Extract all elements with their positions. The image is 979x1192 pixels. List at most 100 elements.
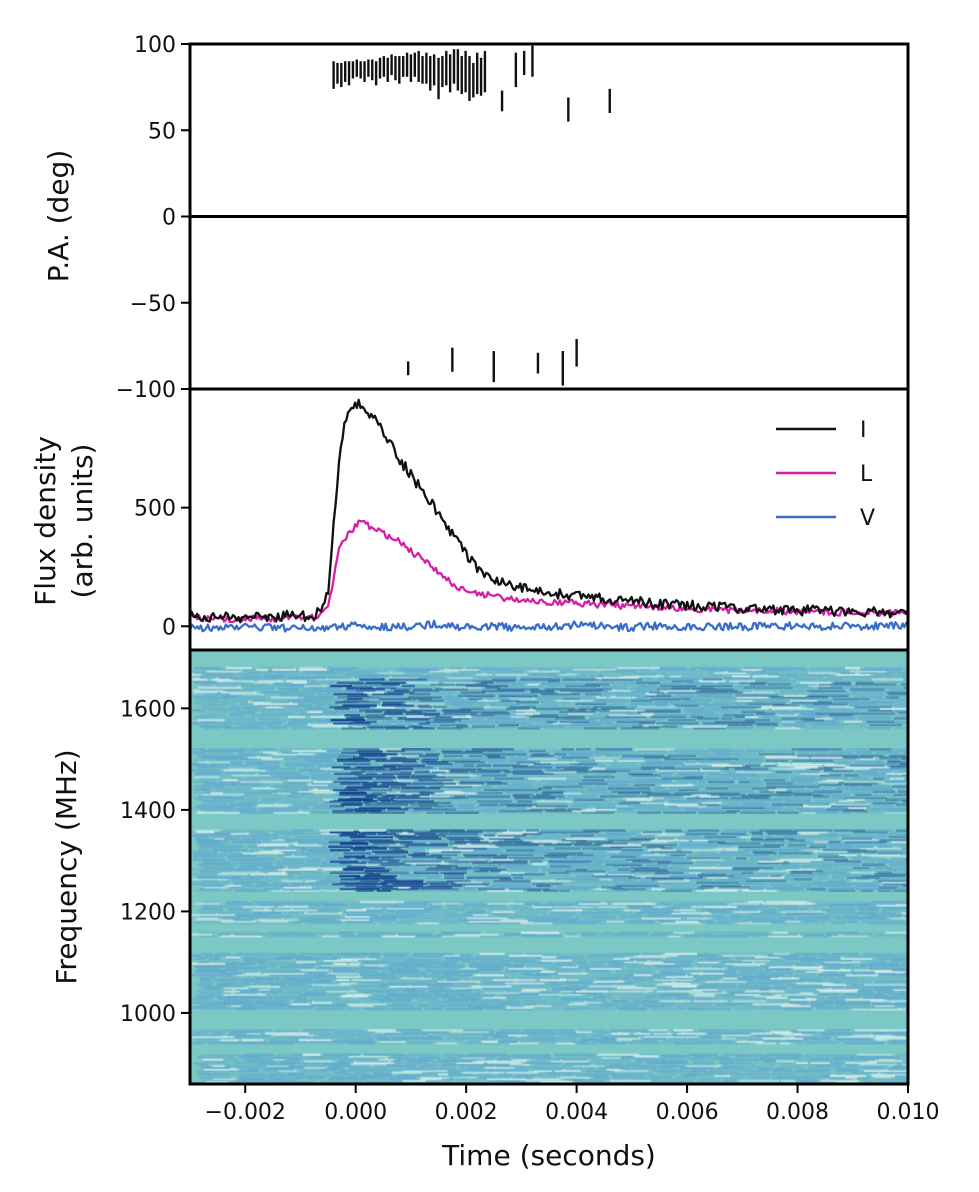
spectrum-cell [542, 759, 575, 762]
spectrum-cell [516, 720, 545, 723]
spectrum-cell [566, 933, 577, 936]
spectrum-cell [781, 717, 815, 720]
spectrum-cell [359, 981, 386, 985]
spectrum-cell [376, 871, 409, 874]
spectrum-cell [206, 670, 242, 673]
spectrum-cell [516, 1074, 548, 1078]
spectrum-cell [299, 975, 336, 978]
spectrum-cell [676, 778, 697, 782]
spectrum-cell [673, 1029, 693, 1032]
spectrum-cell [495, 874, 517, 878]
spectrum-cell [454, 761, 486, 764]
spectrum-cell [862, 977, 904, 980]
spectrum-cell [766, 785, 806, 788]
spectrum-cell [634, 873, 650, 876]
spectrum-cell [418, 877, 432, 881]
spectrum-cell [849, 707, 879, 710]
spectrum-cell [444, 855, 462, 858]
spectrum-cell [413, 808, 457, 811]
spectrum-cell [573, 889, 612, 892]
spectrum-cell [425, 752, 441, 756]
spectrum-cell [556, 842, 592, 845]
spectrum-cell [888, 1030, 908, 1034]
spectrum-cell [375, 991, 402, 995]
spectrum-cell [355, 876, 395, 879]
spectrum-cell [711, 869, 753, 873]
spectrum-cell [369, 858, 401, 861]
spectrum-cell [273, 1058, 284, 1061]
spectrum-cell [432, 999, 444, 1003]
spectrum-cell [791, 700, 832, 704]
spectrum-cell [444, 710, 482, 714]
spectrum-cell [280, 1061, 301, 1065]
spectrum-cell [861, 954, 905, 957]
spectrum-cell [317, 787, 344, 790]
spectrum-cell [490, 1030, 520, 1034]
spectrum-cell [505, 869, 537, 873]
spectrum-cell [295, 1076, 326, 1079]
spectrum-cell [668, 723, 694, 727]
spectrum-cell [731, 674, 750, 678]
spectrum-cell [526, 751, 551, 754]
spectrum-cell [794, 765, 818, 769]
spectrum-cell [492, 910, 515, 913]
spectrum-cell [657, 861, 694, 865]
spectrum-cell [330, 718, 365, 722]
spectrum-cell [757, 861, 791, 865]
spectrum-cell [202, 726, 221, 730]
spectrum-cell [416, 869, 451, 873]
spectrum-cell [193, 806, 209, 810]
spectrum-cell [748, 762, 759, 766]
spectrum-cell [521, 1040, 547, 1043]
spectrum-cell [641, 1053, 685, 1056]
spectrum-cell [548, 1074, 574, 1078]
spectrum-cell [430, 674, 445, 678]
spectrum-cell [796, 864, 827, 868]
spectrum-cell [874, 804, 894, 808]
spectrum-cell [700, 770, 735, 774]
spectrum-cell [755, 699, 790, 702]
spectrum-cell [716, 975, 739, 978]
spectrum-cell [352, 725, 363, 728]
spectrum-cell [648, 1029, 668, 1032]
spectrum-cell [626, 903, 671, 907]
spectrum-cell [839, 759, 883, 762]
spectrum-cell [657, 1071, 700, 1074]
spectrum-cell [581, 761, 604, 764]
spectrum-cell [539, 978, 567, 982]
spectrum-cell [607, 778, 631, 782]
spectrum-cell [888, 699, 906, 702]
spectrum-cell [192, 858, 226, 861]
spectrum-cell [852, 691, 884, 694]
dyn-y-axis-label: Frequency (MHz) [50, 749, 83, 984]
spectrum-cell [541, 705, 570, 709]
spectrum-cell [565, 780, 594, 784]
spectrum-cell [260, 877, 283, 881]
spectrum-cell [758, 752, 795, 756]
spectrum-cell [602, 749, 634, 753]
spectrum-cell [711, 998, 752, 1001]
spectrum-cell [726, 801, 764, 805]
spectrum-cell [868, 978, 905, 982]
spectrum-cell [884, 809, 908, 813]
spectrum-cell [192, 748, 205, 751]
spectrum-cell [419, 754, 439, 758]
spectrum-cell [864, 851, 877, 855]
spectrum-cell [701, 983, 718, 987]
spectrum-cell [898, 843, 908, 847]
spectrum-cell [293, 920, 307, 923]
spectrum-cell [529, 749, 546, 753]
spectrum-cell [646, 864, 668, 868]
spectrum-cell [458, 858, 486, 861]
dyn-frame [188, 648, 910, 1086]
spectrum-cell [798, 1079, 816, 1082]
spectrum-cell [384, 1032, 428, 1035]
spectrum-cell [310, 770, 348, 774]
spectrum-cell [528, 717, 555, 720]
spectrum-cell [765, 968, 792, 972]
spectrum-cell [244, 712, 255, 715]
spectrum-cell [367, 837, 395, 840]
spectrum-cell [287, 983, 307, 987]
spectrum-cell [330, 848, 351, 852]
spectrum-cell [264, 879, 279, 883]
